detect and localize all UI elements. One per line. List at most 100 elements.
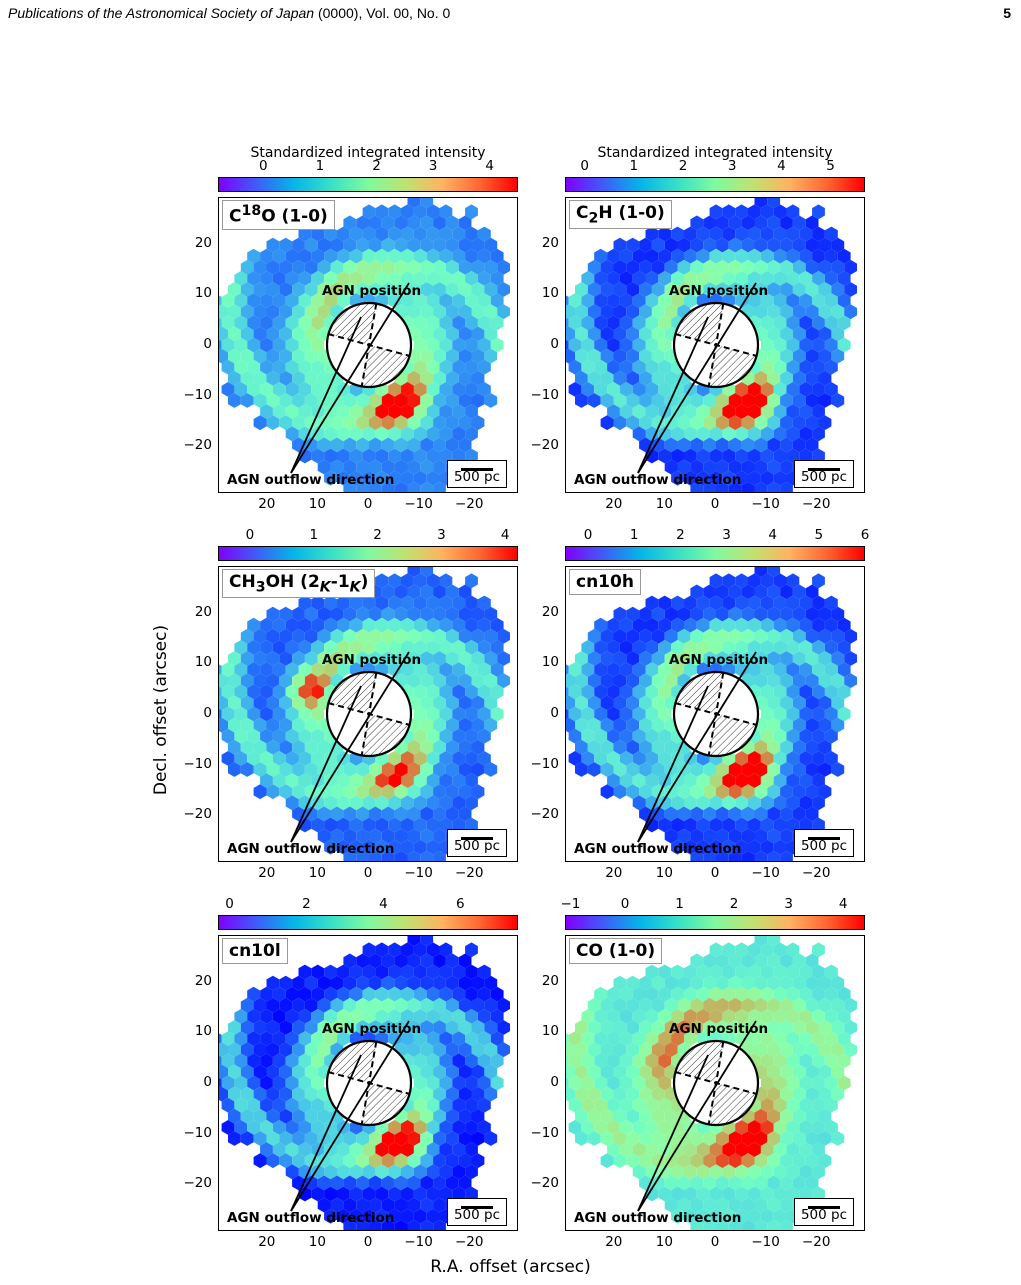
hexbin-cell: [786, 1120, 800, 1135]
hexbin-cell: [728, 237, 742, 253]
hexbin-cell: [780, 304, 793, 320]
hexbin-cell: [433, 304, 446, 320]
hexbin-cell: [304, 1108, 318, 1124]
hexbin-cell: [728, 437, 742, 453]
hexbin-cell: [324, 426, 337, 442]
hexbin-cell: [343, 1219, 357, 1230]
hexbin-cell: [407, 628, 421, 644]
hexbin-cell: [292, 393, 305, 408]
hexbin-cell: [824, 359, 838, 375]
hexbin-cell: [799, 271, 813, 286]
hexbin-cell: [607, 751, 620, 766]
hexbin-cell: [735, 1208, 748, 1224]
hexbin-cell: [767, 437, 781, 453]
hexbin-cell: [260, 640, 273, 655]
hexbin-cell: [722, 426, 736, 442]
hexbin-cell: [219, 1064, 228, 1080]
hexbin-cell: [375, 773, 389, 788]
y-tick-label: 10: [194, 654, 212, 671]
hexbin-cell: [349, 1208, 363, 1224]
hexbin-cell: [375, 271, 389, 286]
hexbin-cell: [356, 481, 369, 492]
hexbin-cell: [594, 248, 608, 264]
hexbin-cell: [837, 640, 851, 655]
hexbin-cell: [484, 717, 498, 733]
hexbin-cell: [632, 382, 646, 397]
hexbin-cell: [337, 1009, 350, 1024]
hexbin-cell: [330, 1197, 344, 1213]
hexbin-cell: [632, 1031, 646, 1046]
hexbin-cell: [613, 975, 627, 991]
hexbin-cell: [812, 773, 825, 788]
hexbin-cell: [388, 293, 401, 308]
hexbin-cell: [343, 393, 357, 408]
hexbin-cell: [658, 293, 672, 308]
hexbin-cell: [754, 1020, 768, 1035]
hexbin-cell: [568, 359, 582, 375]
hexbin-cell: [285, 640, 299, 655]
hexbin-cell: [818, 370, 832, 386]
hexbin-cell: [388, 248, 401, 264]
hexbin-cell: [253, 1086, 267, 1102]
hexbin-cell: [445, 326, 459, 342]
hexbin-cell: [658, 1053, 672, 1069]
hexbin-cell: [407, 415, 421, 431]
hexbin-cell: [420, 784, 434, 800]
hexbin-cell: [671, 1186, 684, 1202]
hexbin-cell: [356, 437, 369, 453]
hexbin-cell: [445, 784, 459, 800]
hexbin-cell: [760, 1120, 774, 1135]
hexbin-cell: [304, 651, 318, 666]
hexbin-cell: [748, 617, 761, 633]
hexbin-cell: [741, 997, 755, 1013]
hexbin-cell: [812, 448, 825, 464]
hexbin-cell: [452, 382, 466, 397]
hexbin-cell: [703, 850, 716, 861]
hexbin-cell: [741, 806, 755, 822]
hexbin-cell: [748, 1186, 761, 1202]
hexbin-cell: [407, 806, 421, 822]
hexbin-cell: [722, 226, 736, 242]
hexbin-cell: [420, 481, 434, 492]
hexbin-cell: [780, 1131, 793, 1146]
hexbin-cell: [324, 839, 337, 855]
hexbin-cell: [272, 617, 286, 633]
scale-bar-label: 500 pc: [453, 1207, 501, 1223]
hexbin-cell: [465, 293, 478, 308]
hexbin-cell: [420, 348, 434, 364]
hexbin-cell: [626, 717, 640, 733]
hexbin-cell: [458, 393, 472, 408]
hexbin-cell: [260, 986, 273, 1002]
hexbin-cell: [330, 282, 344, 297]
hexbin-cell: [445, 1086, 459, 1102]
hexbin-cell: [754, 1153, 768, 1169]
hexbin-cell: [626, 997, 640, 1013]
hexbin-cell: [767, 1219, 781, 1230]
hexbin-cell: [471, 1131, 485, 1146]
hexbin-cell: [600, 1042, 614, 1058]
hexbin-cell: [465, 795, 478, 811]
hexbin-cell: [690, 628, 704, 644]
hexbin-cell: [619, 1009, 633, 1024]
hexbin-cell: [272, 293, 286, 308]
hexbin-cell: [664, 673, 678, 689]
hexbin-cell: [407, 762, 421, 777]
hexbin-cell: [369, 481, 382, 492]
hexbin-cell: [452, 817, 466, 833]
hexbin-cell: [760, 315, 774, 331]
hexbin-cell: [433, 1042, 446, 1058]
hexbin-cell: [388, 662, 401, 677]
hexbin-cell: [362, 839, 376, 855]
hexbin-cell: [234, 293, 248, 308]
hexbin-cell: [754, 1042, 768, 1058]
hexbin-cell: [433, 695, 446, 711]
hexbin-cell: [285, 617, 299, 633]
hexbin-cell: [369, 953, 382, 969]
map-panel: C18O (1-0) AGN position AGN outflow direct…: [218, 197, 518, 493]
hexbin-cell: [471, 1086, 485, 1102]
hexbin-cell: [728, 393, 742, 408]
hexbin-cell: [767, 1153, 781, 1169]
hexbin-cell: [401, 751, 414, 766]
hexbin-cell: [337, 986, 350, 1002]
hexbin-cell: [311, 226, 325, 242]
